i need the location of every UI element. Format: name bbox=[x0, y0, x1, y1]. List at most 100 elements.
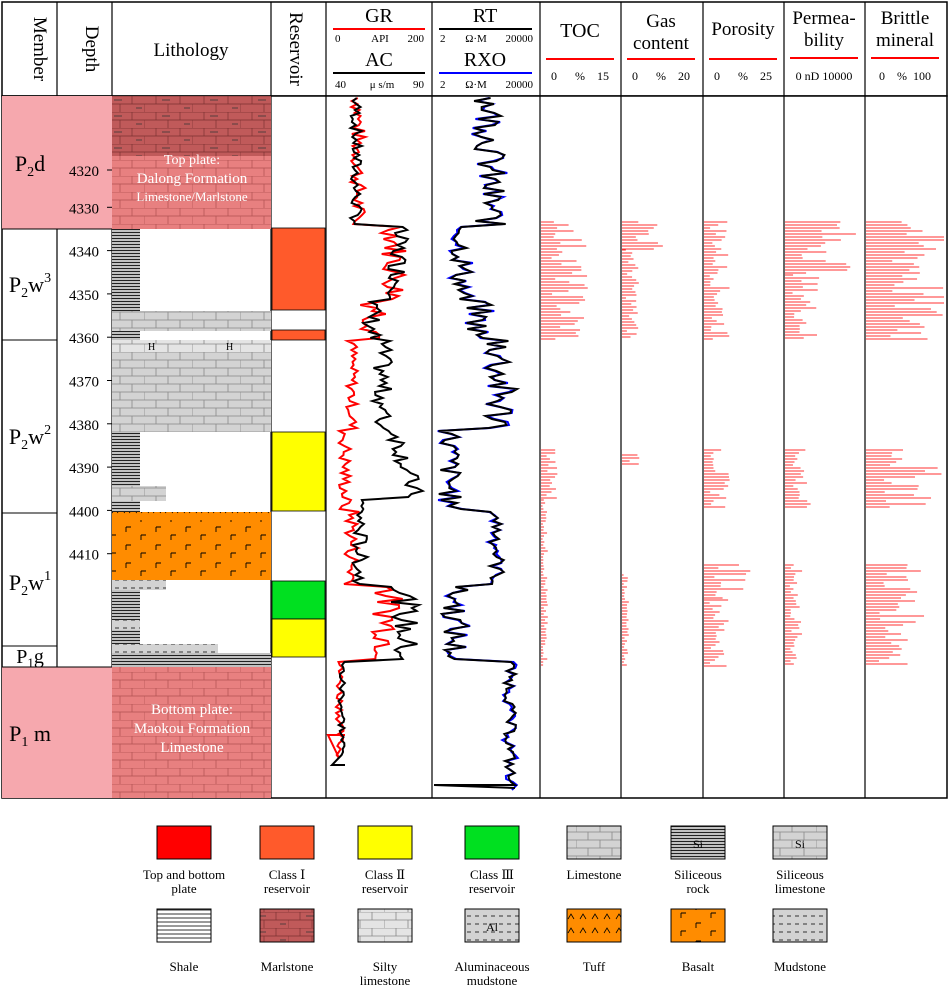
bottom-plate-label-3: Limestone bbox=[160, 740, 224, 756]
class1-reservoir-thin bbox=[271, 329, 326, 341]
legend-label: Mudstone bbox=[774, 959, 826, 974]
depth-tick-label: 4370 bbox=[69, 375, 99, 391]
basalt-layer bbox=[112, 520, 271, 580]
legend-label: limestone bbox=[775, 881, 826, 896]
depth-bottom-plate-bg bbox=[57, 667, 112, 798]
member-p2d: P2d bbox=[15, 151, 45, 180]
legend-swatch bbox=[566, 825, 622, 860]
class1-reservoir-upper bbox=[271, 227, 326, 311]
legend-mark: Al bbox=[486, 920, 499, 934]
member-p1m: P1 m bbox=[9, 721, 51, 750]
bottom-plate-limestone bbox=[112, 667, 271, 798]
class2-reservoir-upper bbox=[271, 431, 326, 512]
gr-min: 0 bbox=[335, 33, 341, 45]
depth-top-plate-bg bbox=[57, 96, 112, 229]
legend-label: reservoir bbox=[264, 881, 311, 896]
toc-header: TOC 0 % 15 bbox=[546, 20, 614, 83]
brittle-header: Brittle mineral 0 % 100 bbox=[871, 8, 939, 83]
porosity-scale: 0 % 25 bbox=[714, 69, 772, 83]
limestone-thick-layer bbox=[112, 352, 271, 432]
legend-mark: Si bbox=[795, 837, 806, 851]
reservoir-header: Reservoir bbox=[285, 12, 306, 87]
member-header: Member bbox=[29, 17, 50, 82]
depth-scale: 4320 4330 4340 4350 4360 4370 4380 4390 4400 4410 bbox=[69, 164, 112, 564]
member-p2d-bg bbox=[2, 96, 57, 229]
lithology-header: Lithology bbox=[154, 40, 229, 61]
ac-curve bbox=[329, 97, 426, 766]
gas-scale: 0 % 20 bbox=[632, 69, 690, 83]
siliceous-rock-mid bbox=[112, 432, 140, 486]
aluminaceous-mudstone-layer bbox=[112, 644, 218, 653]
siliceous-rock-base bbox=[112, 653, 271, 667]
silty-limestone-layer bbox=[112, 340, 271, 352]
bottom-plate-label-1: Bottom plate: bbox=[151, 702, 233, 718]
depth-tick-label: 4350 bbox=[69, 288, 99, 304]
member-p2w1: P2w1 bbox=[9, 569, 51, 599]
gas-title-1: Gas bbox=[646, 11, 676, 32]
depth-tick-label: 4410 bbox=[69, 548, 99, 564]
legend-label: reservoir bbox=[362, 881, 409, 896]
legend-item: Shale bbox=[156, 908, 212, 974]
legend-swatch bbox=[670, 908, 726, 943]
reservoir-column bbox=[271, 227, 326, 658]
gas-header: Gas content 0 % 20 bbox=[627, 11, 695, 83]
rt-min: 2 bbox=[440, 33, 446, 45]
member-column: P2d P2w3 P2w2 P2w1 P1g P1 m bbox=[2, 96, 112, 798]
brittle-title-1: Brittle bbox=[881, 8, 930, 29]
class2-reservoir-lower bbox=[271, 618, 326, 658]
silty-mark-2: H bbox=[226, 342, 233, 353]
ac-min: 40 bbox=[335, 79, 347, 91]
limestone-lens-2 bbox=[112, 494, 166, 501]
siliceous-rock-thin bbox=[112, 331, 140, 340]
perm-title-2: bility bbox=[804, 30, 845, 51]
legend-swatch bbox=[670, 825, 726, 860]
depth-tick-label: 4320 bbox=[69, 164, 99, 180]
legend-item: Marlstone bbox=[259, 908, 315, 974]
gr-max: 200 bbox=[408, 33, 425, 45]
gr-curve bbox=[326, 97, 408, 759]
header-row bbox=[1, 1, 948, 97]
legend-label: Limestone bbox=[567, 867, 622, 882]
legend-label: rock bbox=[686, 881, 710, 896]
legend-label: Silty bbox=[373, 959, 398, 974]
legend-label: plate bbox=[171, 881, 196, 896]
legend-mark: Si bbox=[693, 837, 704, 851]
legend-label: Siliceous bbox=[674, 867, 722, 882]
rt-title: RT bbox=[473, 5, 497, 27]
gr-unit: API bbox=[371, 33, 389, 45]
top-plate-marlstone bbox=[112, 96, 271, 156]
gr-ac-track bbox=[326, 97, 426, 766]
rt-curve bbox=[433, 97, 521, 789]
porosity-header: Porosity 0 % 25 bbox=[709, 19, 777, 83]
ac-title: AC bbox=[365, 49, 393, 71]
perm-scale: 0 nD 10000 bbox=[796, 69, 853, 83]
legend-label: mudstone bbox=[467, 973, 518, 986]
legend-label: Top and bottom bbox=[143, 867, 225, 882]
rt-max: 20000 bbox=[506, 33, 534, 45]
legend-label: Marlstone bbox=[261, 959, 314, 974]
toc-scale: 0 % 15 bbox=[551, 69, 609, 83]
siliceous-rock-mid-2 bbox=[112, 501, 140, 512]
tuff-layer bbox=[112, 512, 271, 520]
top-plate-label-1: Top plate: bbox=[164, 153, 220, 168]
rt-rxo-track bbox=[433, 97, 521, 791]
gas-title-2: content bbox=[633, 33, 690, 54]
siliceous-rock-layer bbox=[112, 229, 140, 311]
legend-label: Aluminaceous bbox=[454, 959, 529, 974]
perm-header: Permea- bility 0 nD 10000 bbox=[790, 8, 858, 83]
depth-tick-label: 4330 bbox=[69, 201, 99, 217]
legend-label: Class Ⅲ bbox=[470, 867, 514, 882]
depth-tick-label: 4380 bbox=[69, 418, 99, 434]
toc-title: TOC bbox=[560, 20, 600, 42]
rt-rxo-header: RT 2 Ω·M 20000 RXO 2 Ω·M 20000 bbox=[439, 5, 534, 91]
legend-swatch bbox=[156, 825, 212, 860]
rxo-unit: Ω·M bbox=[465, 79, 487, 91]
top-plate-limestone bbox=[112, 156, 271, 229]
legend-label: Class Ⅱ bbox=[365, 867, 405, 882]
